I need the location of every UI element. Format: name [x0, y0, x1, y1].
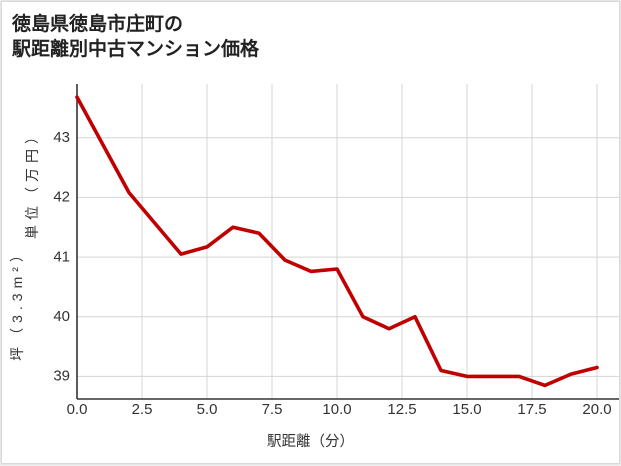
- svg-text:40: 40: [53, 308, 70, 325]
- svg-text:17.5: 17.5: [517, 401, 546, 418]
- svg-text:10.0: 10.0: [322, 401, 351, 418]
- svg-text:20.0: 20.0: [582, 401, 611, 418]
- svg-text:5.0: 5.0: [197, 401, 218, 418]
- svg-text:43: 43: [53, 129, 70, 146]
- svg-text:0.0: 0.0: [67, 401, 88, 418]
- svg-text:2.5: 2.5: [132, 401, 153, 418]
- svg-text:7.5: 7.5: [262, 401, 283, 418]
- svg-text:41: 41: [53, 249, 70, 266]
- svg-text:42: 42: [53, 189, 70, 206]
- svg-text:12.5: 12.5: [387, 401, 416, 418]
- svg-text:39: 39: [53, 368, 70, 385]
- svg-text:15.0: 15.0: [452, 401, 481, 418]
